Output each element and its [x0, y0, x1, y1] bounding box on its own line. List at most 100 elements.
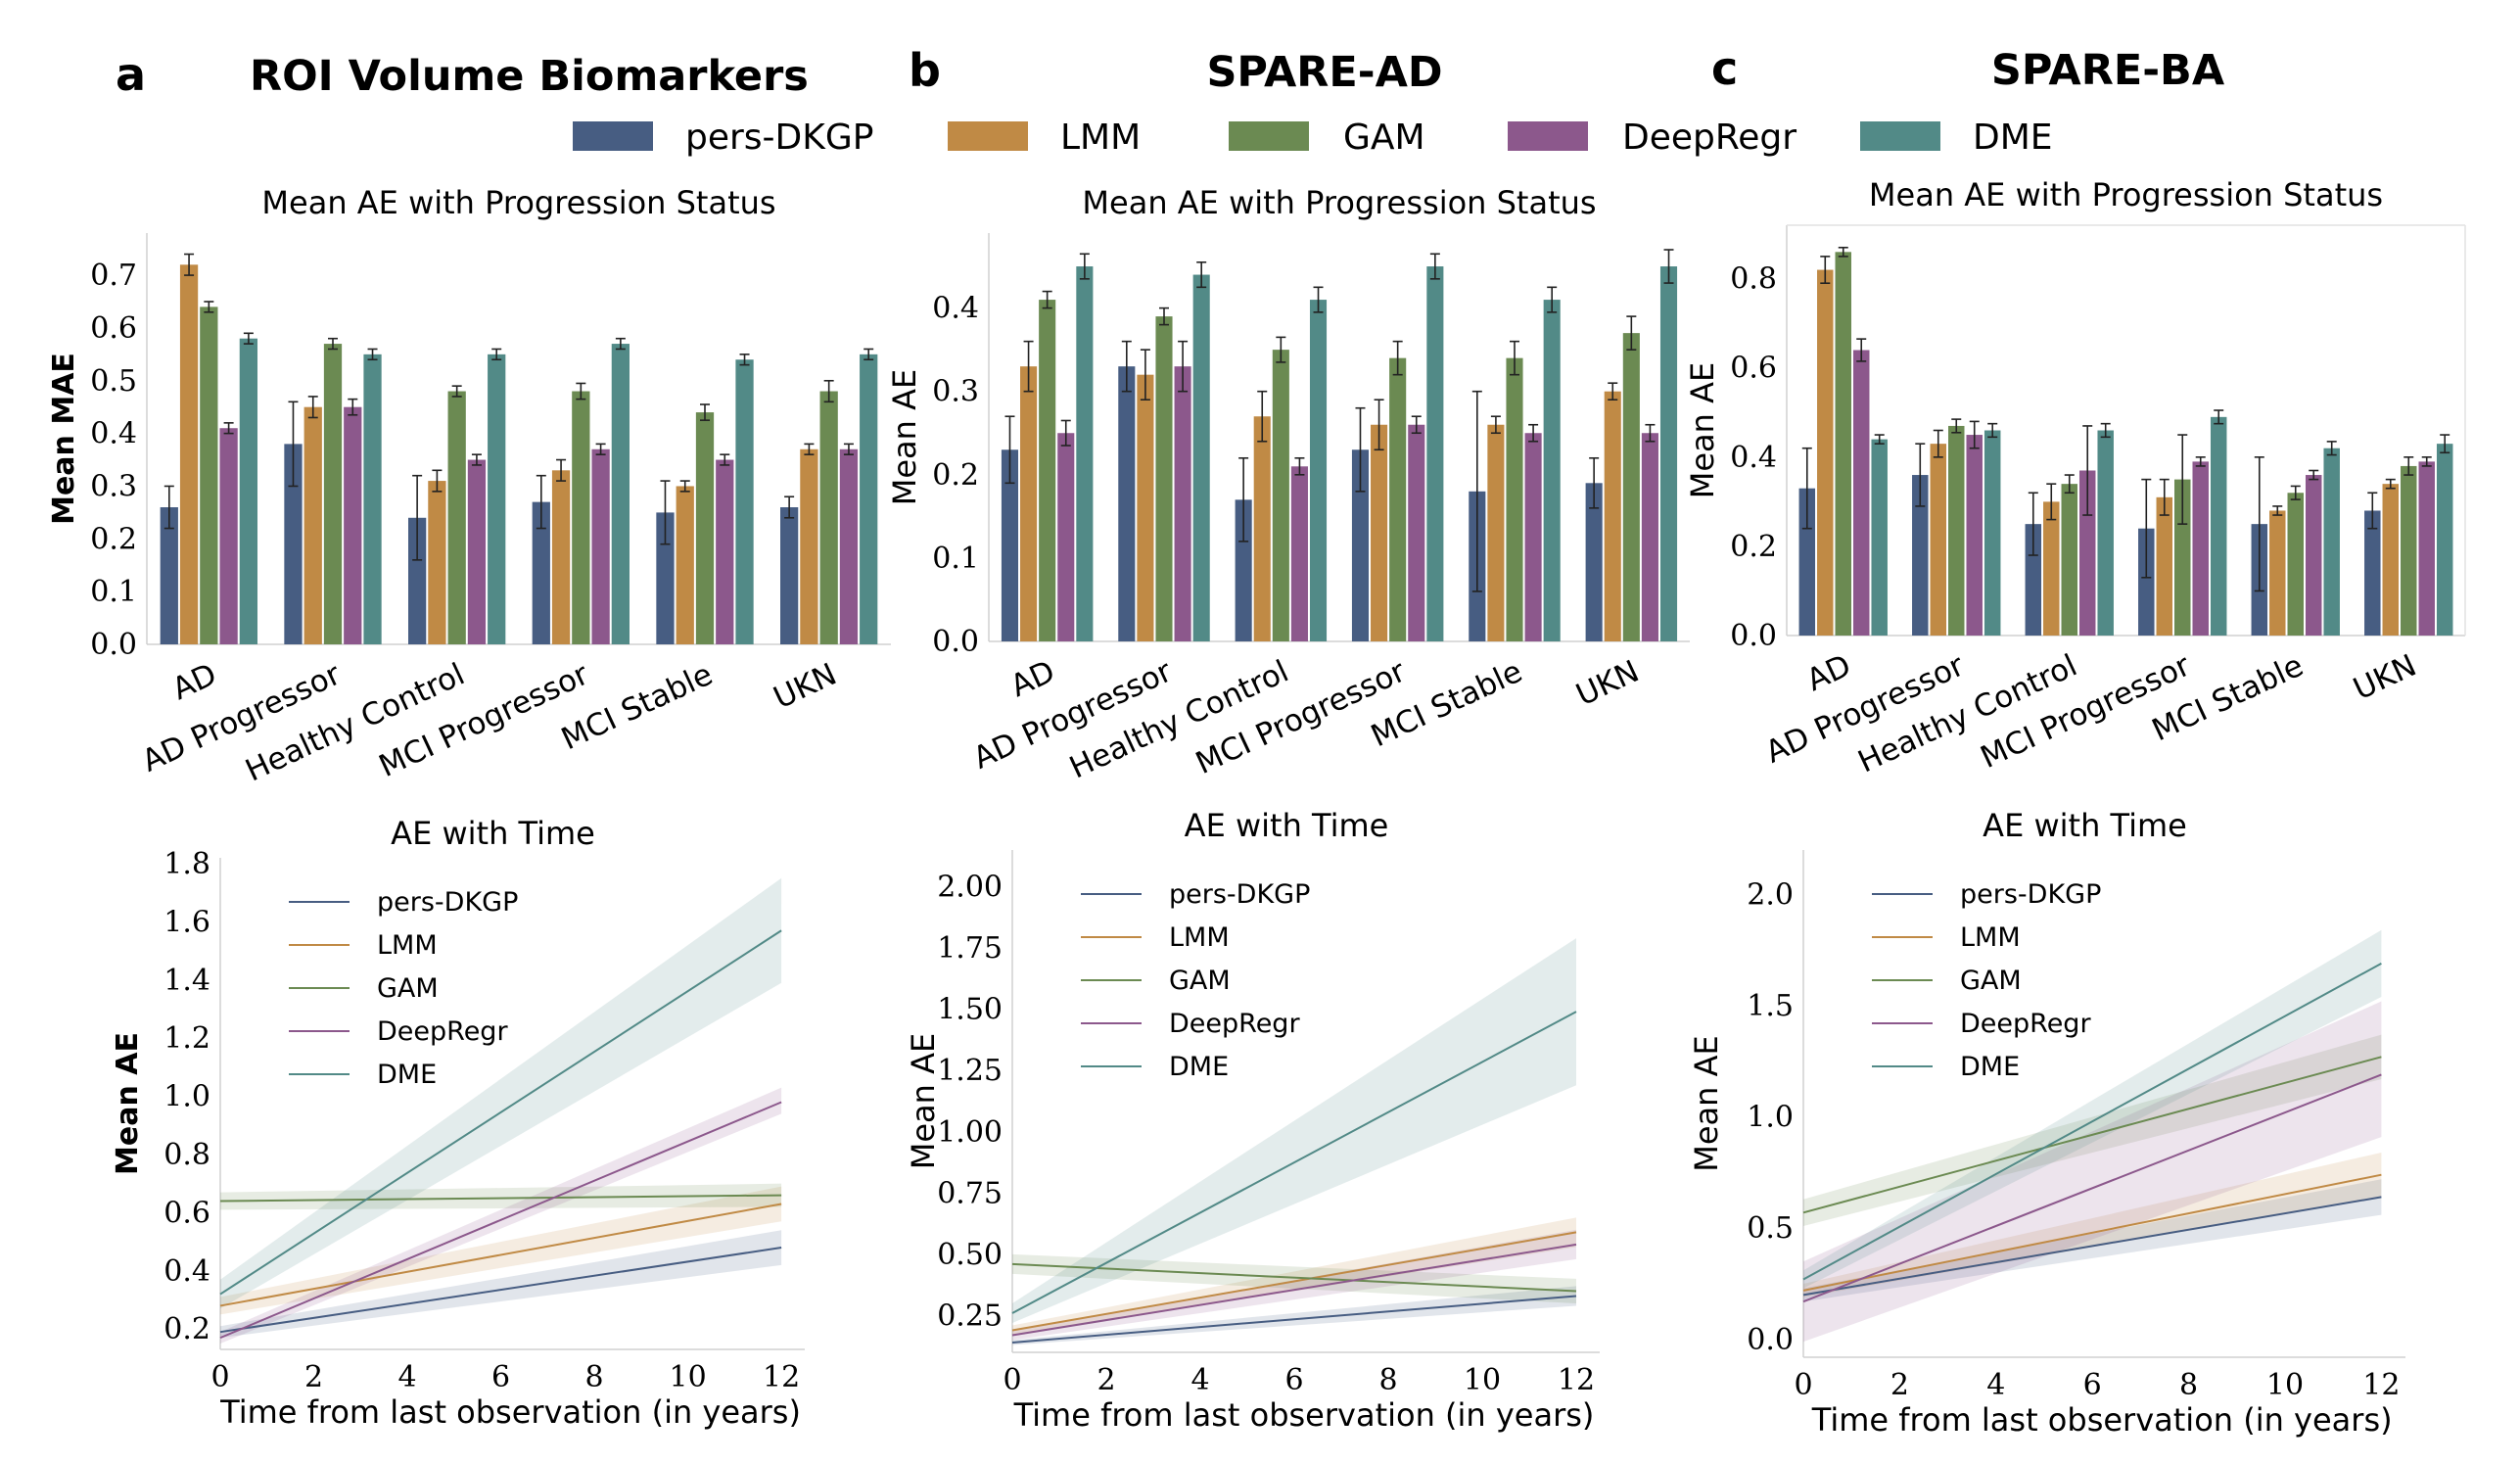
- bar-dme-mci-stable: [2323, 448, 2340, 636]
- x-tick-label: 4: [1190, 1363, 1209, 1397]
- bar-gam-mci-stable: [1506, 357, 1523, 641]
- bar-chart-b: Mean AE with Progression Status 0.0 0.1 0.2…: [886, 184, 1690, 786]
- legend-label-lmm: LMM: [377, 930, 438, 961]
- series-line-deepregr: [219, 1101, 782, 1340]
- bar-pers-dkgp-mci-progressor: [1351, 449, 1370, 641]
- bar-lmm-mci-stable: [676, 486, 694, 644]
- legend-label-pers-dkgp: pers-DKGP: [685, 118, 873, 158]
- legend-label-gam: GAM: [1169, 966, 1231, 996]
- bar-lmm-ad-progressor: [303, 406, 322, 644]
- legend-label-dme: DME: [1973, 118, 2053, 158]
- bar-pers-dkgp-ukn: [1585, 483, 1603, 641]
- shared-legend: pers-DKGP LMM GAM DeepRegr DME: [573, 118, 2053, 158]
- x-tick-label: 10: [670, 1360, 707, 1394]
- bar-dme-mci-progressor: [1426, 266, 1444, 641]
- legend-label-gam: GAM: [1343, 118, 1425, 158]
- x-tick-label: 4: [1986, 1368, 2005, 1402]
- y-tick-label: 0.3: [932, 375, 979, 409]
- bar-gam-ukn: [2401, 465, 2417, 636]
- legend-label-deepregr: DeepRegr: [377, 1016, 508, 1047]
- y-tick-label: 0.6: [163, 1196, 210, 1230]
- x-tick-label: 8: [585, 1360, 604, 1394]
- bar-pers-dkgp-healthy-control: [1235, 499, 1252, 641]
- series-line-deepregr: [1802, 1073, 2382, 1303]
- bar-dme-ukn: [1659, 266, 1678, 641]
- legend-swatch-deepregr: [1508, 121, 1588, 151]
- y-tick-label: 1.75: [937, 931, 1003, 966]
- panel-title-a: ROI Volume Biomarkers: [250, 52, 809, 101]
- legend-label-deepregr: DeepRegr: [1960, 1009, 2091, 1039]
- x-tick-label-ukn: UKN: [1570, 654, 1644, 714]
- bar-dme-healthy-control: [2097, 430, 2114, 636]
- charts-container: Mean AE with Progression Status 0.0 0.1 0.2…: [47, 176, 2466, 1439]
- y-tick-label: 0.6: [90, 311, 137, 346]
- panel-letter-a: a: [116, 48, 146, 101]
- bar-dme-ad: [239, 338, 257, 644]
- bar-pers-dkgp-healthy-control: [2025, 524, 2042, 636]
- legend-label-pers-dkgp: pers-DKGP: [1169, 879, 1310, 910]
- legend-label-deepregr: DeepRegr: [1169, 1009, 1300, 1039]
- x-tick-label: 2: [304, 1360, 323, 1394]
- series-line-gam: [1011, 1262, 1577, 1293]
- y-tick-label: 1.0: [163, 1080, 210, 1114]
- x-tick-label: 0: [1003, 1363, 1021, 1397]
- legend-label-lmm: LMM: [1060, 118, 1141, 158]
- ci-band-dme: [1803, 929, 2382, 1289]
- bar-gam-ad: [200, 307, 218, 644]
- y-tick-label: 0.2: [932, 458, 979, 493]
- x-axis-label: Time from last observation (in years): [219, 1393, 801, 1431]
- y-tick-label: 0.4: [932, 292, 979, 326]
- y-tick-label: 0.5: [1747, 1211, 1794, 1246]
- series-line-pers-dkgp: [1011, 1295, 1577, 1344]
- bar-gam-mci-progressor: [2174, 479, 2191, 636]
- bar-deepregr-ukn: [2418, 461, 2435, 636]
- x-axis-label: Time from last observation (in years): [1013, 1396, 1595, 1434]
- y-tick-label: 0.2: [1730, 530, 1777, 564]
- y-tick-label: 0.25: [937, 1298, 1003, 1333]
- x-tick-label: 0: [1794, 1368, 1812, 1402]
- bar-deepregr-mci-stable: [2305, 475, 2322, 636]
- bar-deepregr-mci-progressor: [2192, 461, 2209, 636]
- y-axis-label: Mean AE: [111, 1032, 145, 1175]
- x-tick-label: 12: [2362, 1368, 2400, 1402]
- bar-deepregr-mci-stable: [1524, 433, 1542, 641]
- chart-title: Mean AE with Progression Status: [1082, 184, 1596, 221]
- x-tick-label: 8: [1378, 1363, 1397, 1397]
- bar-lmm-mci-stable: [1487, 424, 1505, 641]
- legend-label-gam: GAM: [377, 973, 439, 1004]
- series-line-dme: [219, 929, 782, 1296]
- y-tick-label: 0.2: [163, 1312, 210, 1346]
- series-line-pers-dkgp: [219, 1247, 782, 1334]
- bar-pers-dkgp-mci-stable: [656, 512, 675, 644]
- x-tick-label: 8: [2179, 1368, 2198, 1402]
- bar-lmm-mci-progressor: [551, 470, 571, 644]
- panel-title-c: SPARE-BA: [1991, 46, 2225, 95]
- series-line-deepregr: [1011, 1243, 1577, 1337]
- y-tick-label: 0.4: [1730, 441, 1777, 475]
- bar-deepregr-ukn: [1641, 433, 1658, 641]
- chart-title: AE with Time: [391, 815, 595, 852]
- bar-pers-dkgp-ad: [1798, 488, 1816, 636]
- series-line-pers-dkgp: [1802, 1196, 2382, 1297]
- bar-dme-healthy-control: [1309, 300, 1328, 641]
- legend-label-dme: DME: [1960, 1052, 2020, 1082]
- legend-label-pers-dkgp: pers-DKGP: [377, 887, 518, 918]
- bar-pers-dkgp-ad: [160, 507, 178, 644]
- bar-deepregr-ukn: [839, 448, 859, 644]
- bar-deepregr-ad-progressor: [1174, 366, 1191, 641]
- y-tick-label: 0.1: [932, 542, 979, 576]
- bar-deepregr-healthy-control: [2078, 470, 2096, 636]
- bar-dme-mci-stable: [735, 359, 754, 644]
- y-tick-label: 0.5: [90, 364, 137, 399]
- x-tick-label: 4: [397, 1360, 416, 1394]
- bar-gam-mci-stable: [2287, 493, 2304, 636]
- bar-gam-ukn: [819, 391, 838, 644]
- y-tick-label: 1.00: [937, 1115, 1003, 1150]
- panel-letter-c: c: [1711, 42, 1738, 95]
- bar-lmm-healthy-control: [428, 481, 446, 644]
- bar-deepregr-healthy-control: [467, 459, 487, 644]
- line-chart-c: AE with Time 0.0 0.5 1.0 1.5 2.0 0 2 4 6 8 10 12Time…: [1688, 807, 2405, 1439]
- bar-lmm-ad: [1817, 269, 1834, 636]
- x-tick-label: 6: [2083, 1368, 2102, 1402]
- ci-band-dme: [220, 877, 782, 1309]
